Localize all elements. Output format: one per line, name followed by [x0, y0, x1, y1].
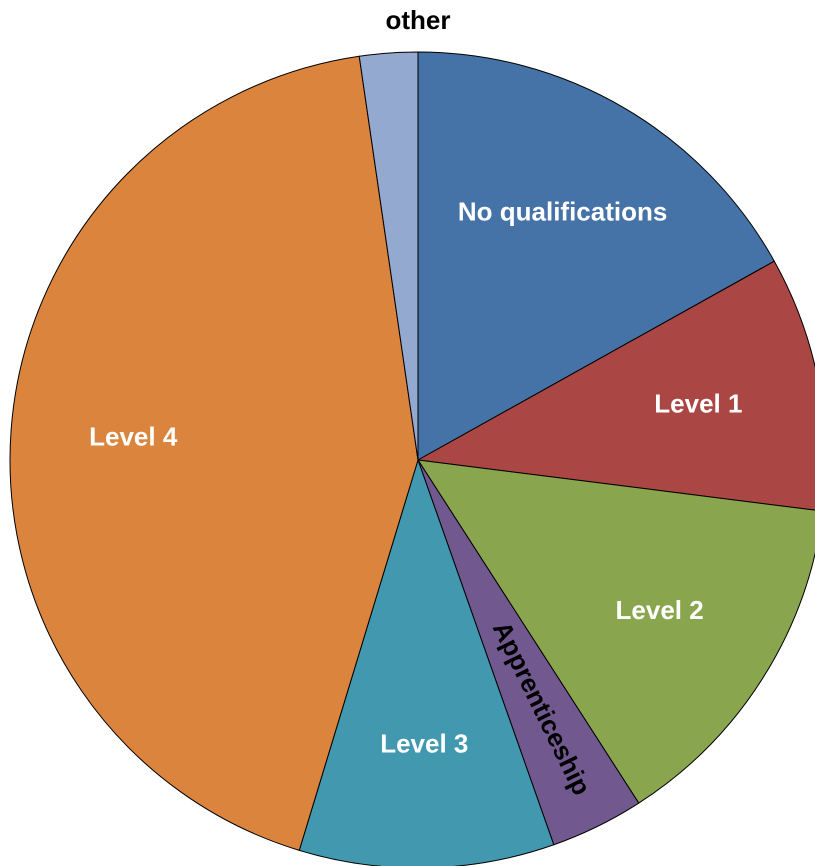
- pie-slice: [298, 458, 555, 866]
- slice-label: Level 4: [89, 421, 178, 451]
- slice-label: Level 2: [616, 595, 704, 625]
- slice-label: Level 1: [654, 388, 742, 418]
- pie-slice: [9, 55, 419, 851]
- pie-slice: [358, 51, 419, 461]
- slice-label: other: [386, 5, 451, 35]
- pie-slice: [416, 260, 815, 511]
- pie-slice: [416, 459, 815, 804]
- slice-label: No qualifications: [458, 197, 667, 227]
- pie-slice: [417, 51, 775, 461]
- slice-label: Level 3: [380, 728, 468, 758]
